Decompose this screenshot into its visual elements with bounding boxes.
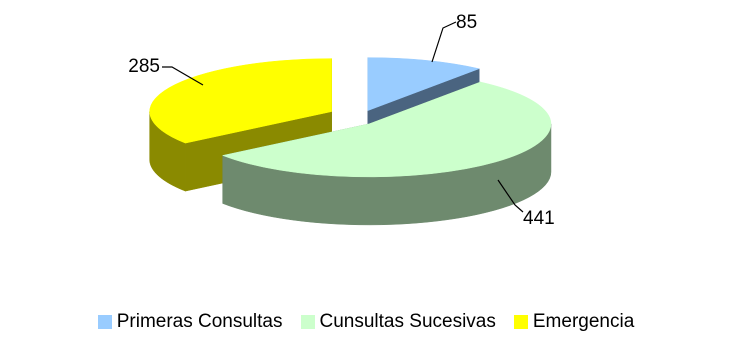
legend-item-primeras-consultas: Primeras Consultas (97, 311, 283, 333)
data-label-primeras-consultas: 85 (456, 12, 477, 33)
legend-item-emergencia: Emergencia (513, 311, 635, 333)
slice-cunsultas-sucesivas (221, 81, 552, 178)
data-labels: 85 441 285 (128, 12, 554, 229)
data-label-cunsultas-sucesivas: 441 (523, 208, 555, 229)
leader-lines (162, 21, 524, 213)
legend-label: Cunsultas Sucesivas (319, 311, 496, 332)
pie-tops (149, 57, 552, 178)
slice-primeras-consultas (367, 57, 481, 111)
data-label-emergencia: 285 (128, 56, 160, 77)
legend-label: Primeras Consultas (116, 311, 283, 332)
leader-line-primeras-consultas (431, 21, 457, 63)
legend-label: Emergencia (532, 311, 635, 332)
leader-line-cunsultas-sucesivas (497, 179, 524, 213)
legend-swatch (300, 315, 315, 329)
leader-line-emergencia (162, 66, 204, 86)
slice-emergencia (149, 58, 332, 144)
legend-item-cunsultas-sucesivas: Cunsultas Sucesivas (300, 311, 496, 333)
legend-swatch (97, 315, 112, 329)
legend: Primeras Consultas Cunsultas Sucesivas E… (0, 308, 732, 336)
legend-swatch (513, 315, 528, 329)
